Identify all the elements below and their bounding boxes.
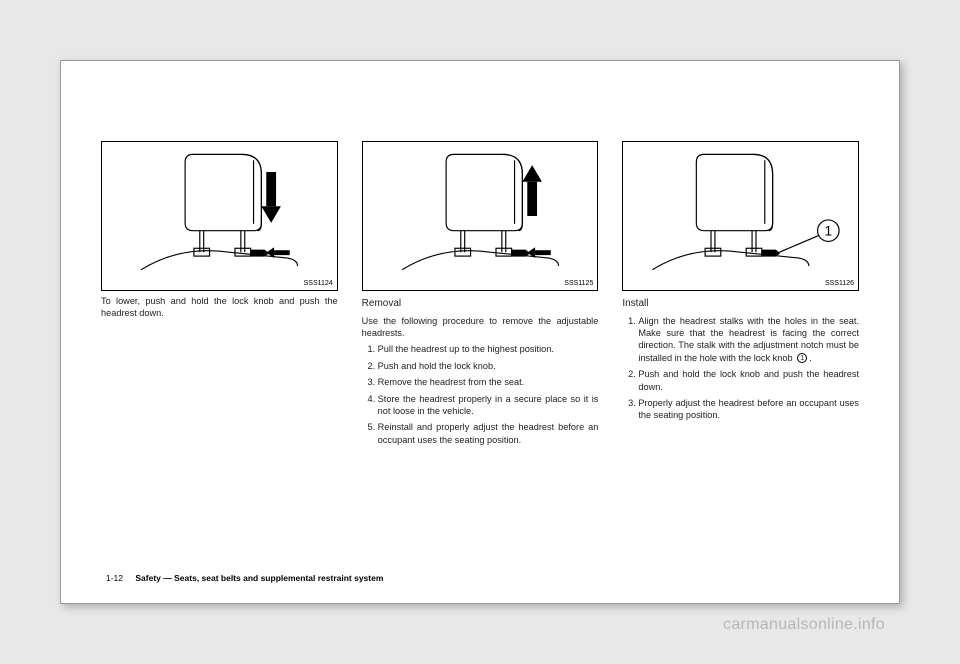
list-item: Reinstall and properly adjust the headre… — [378, 421, 599, 446]
column-2: SSS1125 Removal Use the following proced… — [362, 141, 599, 561]
list-item: Store the headrest properly in a secure … — [378, 393, 599, 418]
figure-3: 1 SSS1126 — [622, 141, 859, 291]
figure-id-2: SSS1125 — [564, 279, 593, 288]
watermark: carmanualsonline.info — [723, 616, 885, 634]
svg-text:1: 1 — [825, 224, 833, 239]
callout-circle-icon: 1 — [797, 353, 807, 363]
page-number: 1-12 — [106, 573, 123, 583]
step1-pre: Align the headrest stalks with the holes… — [638, 316, 859, 363]
figure-1: SSS1124 — [101, 141, 338, 291]
removal-heading: Removal — [362, 297, 599, 311]
figure-id-1: SSS1124 — [304, 279, 333, 288]
headrest-lower-illustration — [102, 142, 337, 290]
install-steps: Align the headrest stalks with the holes… — [622, 315, 859, 422]
manual-page: SSS1124 To lower, push and hold the lock… — [60, 60, 900, 604]
list-item: Push and hold the lock knob. — [378, 360, 599, 372]
figure-2: SSS1125 — [362, 141, 599, 291]
column-layout: SSS1124 To lower, push and hold the lock… — [101, 141, 859, 561]
column-1: SSS1124 To lower, push and hold the lock… — [101, 141, 338, 561]
removal-intro: Use the following procedure to remove th… — [362, 315, 599, 340]
list-item: Remove the headrest from the seat. — [378, 376, 599, 388]
section-title: Safety — Seats, seat belts and supplemen… — [135, 573, 383, 583]
headrest-remove-illustration — [363, 142, 598, 290]
figure-id-3: SSS1126 — [825, 279, 854, 288]
column-3: 1 SSS1126 Install Align the headrest sta… — [622, 141, 859, 561]
removal-steps: Pull the headrest up to the highest posi… — [362, 343, 599, 446]
list-item: Pull the headrest up to the highest posi… — [378, 343, 599, 355]
headrest-install-illustration: 1 — [623, 142, 858, 290]
install-heading: Install — [622, 297, 859, 311]
col1-body: To lower, push and hold the lock knob an… — [101, 295, 338, 320]
step1-post: . — [809, 353, 812, 363]
page-footer: 1-12 Safety — Seats, seat belts and supp… — [106, 573, 383, 583]
list-item: Align the headrest stalks with the holes… — [638, 315, 859, 365]
list-item: Properly adjust the headrest before an o… — [638, 397, 859, 422]
list-item: Push and hold the lock knob and push the… — [638, 368, 859, 393]
